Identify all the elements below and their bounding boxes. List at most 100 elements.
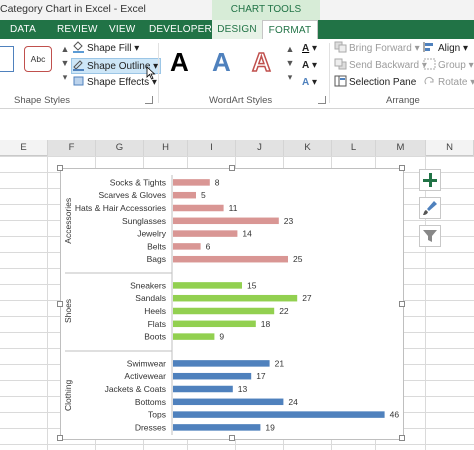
bar (173, 217, 279, 225)
shape-styles-launcher-icon[interactable] (145, 96, 153, 104)
bring-forward-icon (334, 41, 347, 53)
tab-format[interactable]: FORMAT (262, 20, 318, 39)
group-button[interactable]: Group ▾ (423, 58, 474, 74)
column-header[interactable]: K (284, 140, 332, 156)
data-label: 8 (215, 177, 220, 187)
bar (173, 243, 201, 250)
gridline (425, 156, 426, 450)
shape-style-tile[interactable] (0, 46, 14, 72)
category-label: Jewelry (137, 229, 167, 239)
shape-effects-label: Shape Effects (87, 77, 150, 88)
send-backward-button[interactable]: Send Backward ▾ (334, 58, 427, 74)
wordart-styles-launcher-icon[interactable] (318, 96, 326, 104)
data-label: 18 (261, 319, 271, 329)
plus-icon (423, 173, 437, 187)
chart-tools-label: CHART TOOLS (212, 0, 320, 20)
ribbon-tabs: DATA REVIEW VIEW DEVELOPER DESIGN FORMAT (0, 20, 474, 39)
bar (173, 385, 233, 393)
tab-review[interactable]: REVIEW (57, 24, 98, 35)
resize-handle[interactable] (229, 165, 235, 171)
column-header[interactable]: I (188, 140, 236, 156)
column-header[interactable]: M (376, 140, 426, 156)
rotate-button[interactable]: Rotate ▾ (423, 75, 474, 91)
tab-data[interactable]: DATA (10, 24, 36, 35)
resize-handle[interactable] (57, 165, 63, 171)
text-fill-button[interactable]: A ▾ (302, 43, 318, 54)
gallery-up-icon[interactable]: ▲ (60, 44, 70, 54)
bar (173, 282, 242, 289)
selection-pane-label: Selection Pane (349, 77, 417, 88)
category-label: Bottoms (135, 397, 166, 407)
category-label: Swimwear (127, 358, 166, 368)
tab-view[interactable]: VIEW (109, 24, 136, 35)
bar (173, 191, 196, 199)
wordart-style-black[interactable]: A (170, 47, 189, 77)
resize-handle[interactable] (399, 165, 405, 171)
shape-style-tile[interactable]: Abc (24, 46, 52, 72)
shape-styles-group-label: Shape Styles (14, 95, 70, 106)
gallery-down-icon[interactable]: ▼ (60, 58, 70, 68)
dropdown-arrow-icon: ▾ (153, 61, 159, 72)
pencil-icon (72, 59, 85, 72)
resize-handle[interactable] (57, 301, 63, 307)
text-effects-button[interactable]: A ▾ (302, 77, 318, 88)
column-header[interactable]: E (0, 140, 48, 156)
group-label: Group (438, 60, 466, 71)
group-separator (158, 43, 159, 103)
category-label: Sunglasses (122, 216, 166, 226)
bar (173, 255, 288, 263)
tab-developer[interactable]: DEVELOPER (149, 24, 212, 35)
resize-handle[interactable] (229, 435, 235, 441)
data-label: 14 (242, 229, 252, 239)
arrange-group-label: Arrange (386, 95, 420, 106)
column-header[interactable]: J (236, 140, 284, 156)
column-header[interactable]: N (426, 140, 474, 156)
bring-forward-button[interactable]: Bring Forward ▾ (334, 41, 420, 57)
shape-fill-button[interactable]: Shape Fill ▾ (72, 41, 139, 57)
selection-pane-button[interactable]: Selection Pane (334, 75, 416, 91)
data-label: 21 (275, 358, 285, 368)
wordart-style-outline[interactable]: A (251, 46, 271, 78)
shape-effects-button[interactable]: Shape Effects ▾ (72, 75, 157, 91)
bar (173, 411, 385, 418)
align-button[interactable]: Align ▾ (423, 41, 468, 57)
data-label: 27 (302, 293, 312, 303)
resize-handle[interactable] (399, 301, 405, 307)
wordart-styles-group-label: WordArt Styles (209, 95, 273, 106)
shape-outline-button[interactable]: Shape Outline ▾ (71, 58, 162, 74)
mouse-cursor-icon (146, 66, 156, 83)
column-header[interactable]: L (332, 140, 376, 156)
rotate-label: Rotate (438, 77, 468, 88)
chart-area[interactable]: Accessories Socks & Tights 8 Scarves & Glov… (57, 165, 405, 441)
bar (173, 294, 298, 302)
title-bar: Category Chart in Excel - Excel CHART TO… (0, 0, 474, 20)
text-outline-button[interactable]: A ▾ (302, 60, 318, 71)
send-backward-icon (334, 58, 347, 70)
data-label: 17 (256, 371, 266, 381)
chart-elements-button[interactable] (419, 169, 441, 191)
bring-forward-label: Bring Forward (349, 43, 412, 54)
shape-effects-icon (72, 75, 85, 87)
wordart-style-blue[interactable]: A (212, 47, 231, 77)
data-label: 24 (288, 397, 298, 407)
category-label: Scarves & Gloves (98, 190, 166, 200)
send-backward-label: Send Backward (349, 60, 420, 71)
gallery-more-icon[interactable]: ▾ (62, 72, 68, 82)
column-header[interactable]: H (144, 140, 188, 156)
tab-design[interactable]: DESIGN (212, 20, 262, 39)
shape-outline-label: Shape Outline (87, 61, 151, 72)
category-label: Tops (148, 410, 166, 420)
bar (173, 398, 284, 406)
chart-filters-button[interactable] (419, 225, 441, 247)
resize-handle[interactable] (399, 435, 405, 441)
category-label: Sneakers (130, 280, 166, 290)
resize-handle[interactable] (57, 435, 63, 441)
column-header[interactable]: G (96, 140, 144, 156)
gallery-down-icon[interactable]: ▼ (285, 58, 295, 68)
bar (173, 320, 256, 328)
gallery-more-icon[interactable]: ▾ (287, 72, 293, 82)
dropdown-arrow-icon: ▾ (151, 77, 157, 88)
gallery-up-icon[interactable]: ▲ (285, 44, 295, 54)
column-header[interactable]: F (48, 140, 96, 156)
chart-styles-button[interactable] (419, 197, 441, 219)
